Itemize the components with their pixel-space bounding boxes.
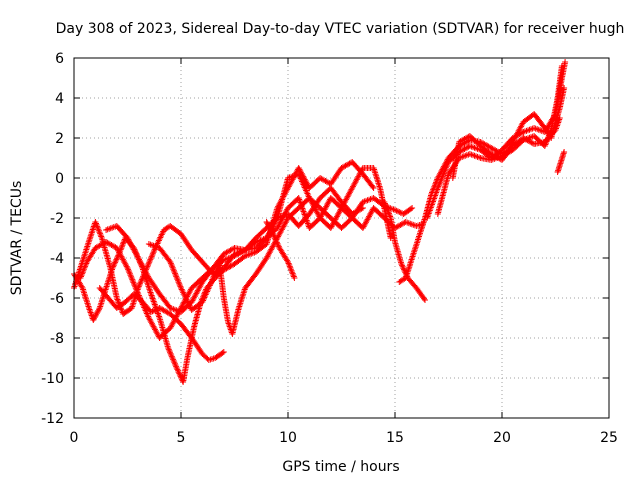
plot-frame xyxy=(73,57,610,419)
grid xyxy=(73,57,610,419)
y-tick-label: -12 xyxy=(41,411,64,427)
y-tick-label: -8 xyxy=(50,331,64,347)
x-tick-label: 10 xyxy=(279,430,297,446)
y-tick-label: -2 xyxy=(50,211,64,227)
y-axis-label: SDTVAR / TECUs xyxy=(9,181,25,296)
series-track-13 xyxy=(554,149,568,175)
series-markers xyxy=(145,195,416,337)
x-tick-label: 15 xyxy=(386,430,404,446)
y-tick-labels: -12 -10 -8 -6 -4 -2 0 2 4 6 xyxy=(41,51,64,427)
series-markers xyxy=(554,149,568,175)
y-tick-label: 2 xyxy=(55,131,64,147)
y-tick-label: 0 xyxy=(55,171,64,187)
x-tick-label: 0 xyxy=(70,430,79,446)
series-track-6 xyxy=(145,195,416,337)
x-tick-label: 5 xyxy=(177,430,186,446)
series-markers xyxy=(381,199,428,303)
y-tick-label: 6 xyxy=(55,51,64,67)
series-track-9 xyxy=(396,85,568,285)
series-markers xyxy=(96,285,227,363)
series-markers xyxy=(449,115,563,181)
y-tick-label: -6 xyxy=(50,291,64,307)
x-tick-labels: 0 5 10 15 20 25 xyxy=(70,430,618,446)
series-track-4 xyxy=(96,285,227,363)
series-track-12 xyxy=(449,115,563,181)
y-tick-label: -4 xyxy=(50,251,64,267)
y-tick-label: -10 xyxy=(41,371,64,387)
series-markers xyxy=(103,185,366,315)
series-track-7 xyxy=(263,219,298,281)
series-track-8 xyxy=(381,199,428,303)
x-tick-label: 25 xyxy=(600,430,618,446)
data-layer xyxy=(71,59,569,385)
series-markers xyxy=(396,85,568,285)
series-markers xyxy=(263,219,298,281)
x-axis-label: GPS time / hours xyxy=(282,459,399,475)
series-track-5 xyxy=(103,185,366,315)
x-tick-label: 20 xyxy=(493,430,511,446)
y-tick-label: 4 xyxy=(55,91,64,107)
chart-title: Day 308 of 2023, Sidereal Day-to-day VTE… xyxy=(56,21,625,37)
